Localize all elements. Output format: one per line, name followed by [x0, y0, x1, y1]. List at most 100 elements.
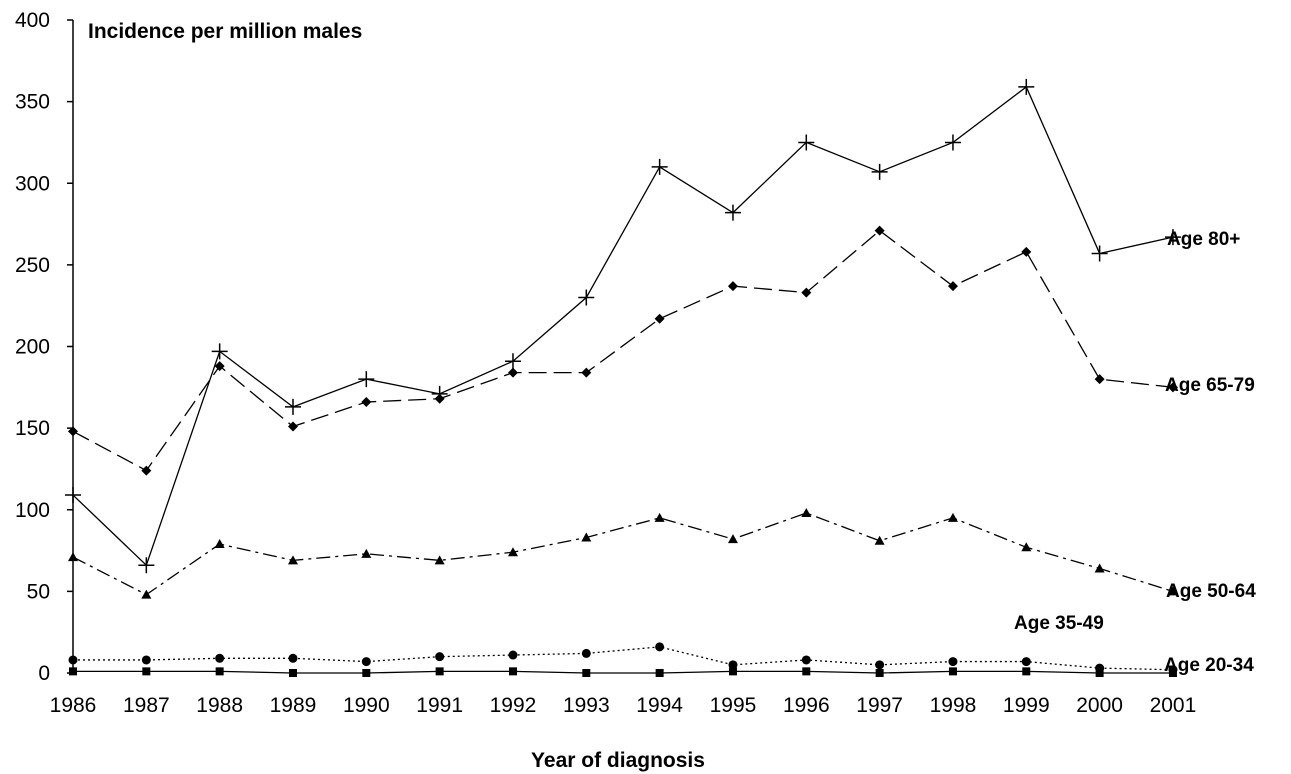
- data-point-age-20-34: [142, 667, 151, 676]
- data-point-age-65-79: [1094, 374, 1105, 385]
- x-tick-label: 1988: [196, 694, 243, 717]
- data-point-age-35-49: [361, 657, 371, 667]
- data-point-age-35-49: [801, 655, 811, 665]
- x-tick-label: 2000: [1076, 694, 1123, 717]
- data-point-age-80-: [724, 204, 741, 221]
- data-point-age-20-34: [655, 669, 664, 677]
- data-point-age-35-49: [1021, 657, 1031, 667]
- data-point-age-35-49: [288, 653, 298, 663]
- data-point-age-65-79: [507, 367, 518, 378]
- data-point-age-20-34: [1022, 667, 1031, 676]
- series-lines: [72, 85, 1174, 674]
- data-point-age-65-79: [141, 465, 152, 476]
- series-line-age-80-: [72, 85, 1174, 567]
- data-point-age-20-34: [362, 669, 371, 677]
- y-tick-label: 250: [15, 254, 50, 277]
- y-tick-label: 150: [15, 417, 50, 440]
- series-line-age-65-79: [72, 229, 1174, 472]
- series-label-age-80-: Age 80+: [1167, 229, 1240, 250]
- x-tick-label: 1989: [270, 694, 317, 717]
- data-point-age-35-49: [728, 660, 738, 670]
- data-point-age-65-79: [801, 287, 812, 298]
- data-point-age-20-34: [948, 667, 957, 676]
- data-point-age-35-49: [68, 655, 78, 665]
- y-tick-label: 0: [38, 662, 50, 685]
- x-tick-label: 1991: [416, 694, 463, 717]
- data-point-age-20-34: [508, 667, 517, 676]
- data-point-age-80-: [65, 487, 81, 504]
- x-tick-label: 1987: [123, 694, 170, 717]
- series-labels: Age 20-34 Age 35-49 Age 50-64 Age 65-79 Age …: [1014, 229, 1256, 676]
- data-point-age-50-64: [507, 547, 518, 557]
- data-point-age-35-49: [581, 648, 591, 658]
- data-point-age-80-: [358, 371, 375, 388]
- data-point-age-50-64: [801, 508, 812, 518]
- data-point-age-65-79: [727, 281, 738, 292]
- data-point-age-80-: [944, 134, 961, 151]
- data-point-age-20-34: [875, 669, 884, 677]
- data-point-age-50-64: [361, 548, 372, 558]
- data-point-age-20-34: [582, 669, 591, 677]
- data-point-age-65-79: [1021, 246, 1032, 257]
- data-point-age-80-: [871, 163, 888, 180]
- data-point-age-80-: [1164, 229, 1181, 246]
- data-point-age-80-: [504, 353, 521, 370]
- x-tick-label: 1993: [563, 694, 610, 717]
- data-point-age-50-64: [214, 539, 225, 549]
- x-tick-label: 1990: [343, 694, 390, 717]
- x-tick-label: 1999: [1003, 694, 1050, 717]
- data-point-age-20-34: [435, 667, 444, 676]
- data-point-age-80-: [1091, 245, 1108, 262]
- x-axis-ticks: 1986 1987 1988 1989 1990 1991 1992 1993 1994 1995…: [50, 694, 1197, 717]
- data-point-age-50-64: [874, 535, 885, 545]
- x-tick-label: 1986: [50, 694, 97, 717]
- y-tick-label: 300: [15, 172, 50, 195]
- y-tick-label: 350: [15, 91, 50, 114]
- data-point-age-65-79: [654, 313, 665, 324]
- series-line-age-35-49: [73, 646, 1173, 671]
- data-point-age-35-49: [435, 652, 445, 662]
- data-point-age-35-49: [508, 650, 518, 660]
- y-axis-title: Incidence per million males: [88, 20, 362, 43]
- data-point-age-35-49: [948, 657, 958, 667]
- y-axis-ticks: 0 50 100 150 200 250 300 350 400: [15, 9, 73, 685]
- x-tick-label: 1998: [930, 694, 977, 717]
- data-point-age-65-79: [361, 397, 372, 408]
- data-point-age-35-49: [141, 655, 151, 665]
- data-point-age-20-34: [69, 667, 77, 676]
- data-point-age-50-64: [1094, 563, 1105, 573]
- data-point-age-80-: [798, 134, 815, 151]
- x-tick-label: 2001: [1150, 694, 1197, 717]
- data-point-age-35-49: [1095, 663, 1105, 673]
- data-point-age-50-64: [141, 589, 152, 599]
- y-tick-label: 100: [15, 499, 50, 522]
- data-point-age-65-79: [214, 361, 225, 372]
- data-point-age-20-34: [728, 667, 737, 676]
- data-point-age-35-49: [215, 653, 225, 663]
- x-tick-label: 1996: [783, 694, 830, 717]
- series-markers: [65, 78, 1181, 677]
- x-axis-title: Year of diagnosis: [531, 749, 705, 772]
- data-point-age-65-79: [947, 281, 958, 292]
- series-label-age-20-34: Age 20-34: [1164, 655, 1254, 676]
- data-point-age-35-49: [655, 642, 665, 652]
- data-point-age-80-: [284, 398, 301, 415]
- data-point-age-65-79: [1167, 382, 1178, 393]
- data-point-age-50-64: [68, 552, 78, 562]
- data-point-age-80-: [651, 158, 668, 175]
- data-point-age-20-34: [1095, 669, 1104, 677]
- data-point-age-50-64: [1021, 542, 1032, 552]
- data-point-age-65-79: [287, 421, 298, 432]
- data-point-age-65-79: [581, 367, 592, 378]
- x-tick-label: 1992: [490, 694, 537, 717]
- data-point-age-65-79: [874, 225, 885, 236]
- y-tick-label: 50: [27, 580, 50, 603]
- data-point-age-50-64: [1167, 586, 1178, 596]
- series-label-age-35-49: Age 35-49: [1014, 613, 1104, 634]
- data-point-age-50-64: [434, 555, 445, 565]
- data-point-age-20-34: [288, 669, 297, 677]
- data-point-age-65-79: [68, 426, 78, 437]
- data-point-age-80-: [138, 557, 155, 574]
- series-line-age-50-64: [72, 512, 1174, 596]
